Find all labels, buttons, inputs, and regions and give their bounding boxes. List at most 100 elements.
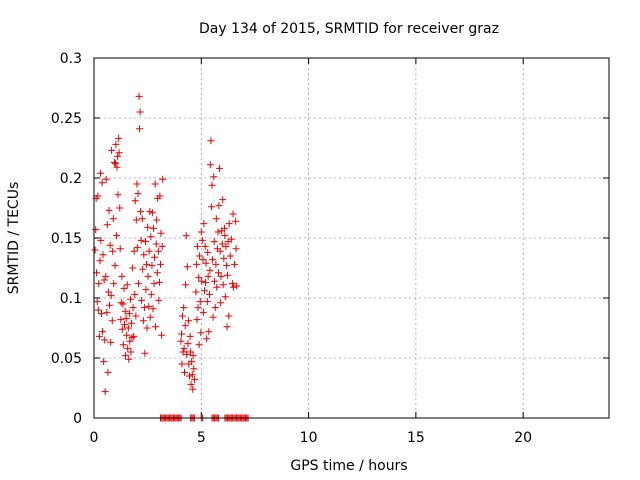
data-point — [193, 260, 201, 268]
data-point — [196, 252, 204, 260]
data-point — [211, 304, 219, 312]
data-point — [108, 146, 116, 154]
data-point — [214, 269, 222, 277]
data-point — [232, 245, 240, 253]
y-tick-label: 0.2 — [60, 171, 82, 187]
data-point — [107, 292, 115, 300]
data-point — [183, 350, 191, 358]
data-point — [103, 308, 111, 316]
data-point — [204, 248, 212, 256]
data-point — [138, 296, 146, 304]
data-point — [194, 304, 202, 312]
data-point — [189, 385, 197, 393]
data-point — [145, 302, 153, 310]
data-point — [148, 209, 156, 217]
data-point — [95, 332, 103, 340]
x-tick-label: 0 — [90, 430, 99, 446]
data-point — [228, 280, 236, 288]
data-point — [203, 298, 211, 306]
data-point — [199, 256, 207, 264]
data-point — [130, 247, 138, 255]
data-point — [114, 191, 122, 199]
data-point — [201, 287, 209, 295]
data-point — [182, 281, 190, 289]
data-point — [118, 325, 126, 333]
data-point — [129, 264, 137, 272]
data-point — [120, 320, 128, 328]
data-point — [227, 235, 235, 243]
data-point — [220, 224, 228, 232]
data-point — [180, 304, 188, 312]
data-point — [151, 253, 159, 261]
data-point — [219, 281, 227, 289]
data-point — [150, 280, 158, 288]
data-point — [127, 348, 135, 356]
data-point — [104, 288, 112, 296]
data-point — [145, 247, 153, 255]
data-point — [152, 240, 160, 248]
data-point — [131, 290, 139, 298]
data-point — [134, 190, 142, 198]
data-point — [136, 108, 144, 116]
data-point — [192, 288, 200, 296]
data-point — [190, 376, 198, 384]
data-point — [100, 358, 108, 366]
data-point — [123, 331, 131, 339]
y-axis-label: SRMTID / TECUs — [6, 182, 22, 295]
data-point — [142, 286, 150, 294]
data-point — [223, 271, 231, 279]
data-point — [209, 313, 217, 321]
y-tick-label: 0.05 — [51, 351, 82, 367]
data-point — [233, 282, 241, 290]
data-markers — [91, 92, 252, 422]
data-point — [100, 276, 108, 284]
data-point — [122, 352, 130, 360]
data-point — [101, 388, 109, 396]
data-point — [131, 197, 139, 205]
data-point — [201, 242, 209, 250]
data-point — [130, 332, 138, 340]
data-point — [215, 202, 223, 210]
data-point — [107, 338, 115, 346]
x-tick-label: 10 — [300, 430, 318, 446]
data-point — [148, 262, 156, 270]
data-point — [195, 341, 203, 349]
data-point — [205, 328, 213, 336]
data-point — [102, 272, 110, 280]
data-point — [214, 228, 222, 236]
data-point — [158, 242, 166, 250]
data-point — [204, 272, 212, 280]
data-point — [229, 283, 237, 291]
data-point — [232, 217, 240, 225]
data-point — [137, 208, 145, 216]
data-point — [121, 307, 129, 315]
data-point — [216, 247, 224, 255]
data-point — [184, 340, 192, 348]
data-point — [203, 335, 211, 343]
data-point — [134, 280, 142, 288]
y-tick-label: 0.15 — [51, 231, 82, 247]
data-point — [223, 323, 231, 331]
x-tick-label: 15 — [407, 430, 425, 446]
data-point — [93, 298, 101, 306]
data-point — [119, 300, 127, 308]
data-point — [106, 241, 114, 249]
data-point — [195, 274, 203, 282]
data-point — [208, 203, 216, 211]
data-point — [133, 244, 141, 252]
data-point — [101, 336, 109, 344]
data-point — [125, 355, 133, 363]
data-point — [155, 296, 163, 304]
data-point — [197, 228, 205, 236]
data-point — [218, 240, 226, 248]
data-point — [217, 299, 225, 307]
data-point — [116, 245, 124, 253]
data-point — [133, 180, 141, 188]
data-point — [219, 196, 227, 204]
data-point — [213, 283, 221, 291]
data-point — [91, 246, 99, 254]
data-point — [135, 92, 143, 100]
data-point — [206, 266, 214, 274]
data-point — [132, 216, 140, 224]
data-point — [183, 263, 191, 271]
